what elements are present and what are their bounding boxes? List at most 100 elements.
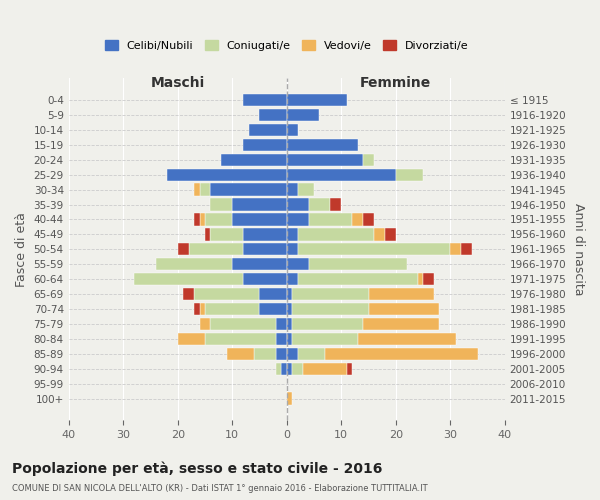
Y-axis label: Anni di nascita: Anni di nascita [572, 203, 585, 296]
Bar [385, 228, 396, 240]
Bar [205, 228, 211, 240]
Bar [298, 184, 314, 196]
Bar [200, 318, 211, 330]
Legend: Celibi/Nubili, Coniugati/e, Vedovi/e, Divorziati/e: Celibi/Nubili, Coniugati/e, Vedovi/e, Di… [100, 36, 473, 56]
Bar [298, 348, 325, 360]
Bar [243, 94, 287, 106]
Bar [281, 362, 287, 375]
Bar [287, 168, 396, 181]
Bar [221, 154, 287, 166]
Bar [287, 214, 308, 226]
Bar [287, 184, 298, 196]
Bar [254, 348, 276, 360]
Bar [243, 243, 287, 256]
Bar [368, 303, 439, 315]
Bar [308, 198, 331, 210]
Bar [194, 303, 200, 315]
Bar [276, 348, 287, 360]
Bar [194, 184, 200, 196]
Bar [292, 288, 368, 300]
Bar [308, 258, 407, 270]
Bar [287, 154, 363, 166]
Bar [287, 362, 292, 375]
Bar [167, 168, 287, 181]
Bar [227, 348, 254, 360]
Text: Popolazione per età, sesso e stato civile - 2016: Popolazione per età, sesso e stato civil… [12, 461, 382, 475]
Bar [194, 288, 259, 300]
Bar [259, 303, 287, 315]
Y-axis label: Fasce di età: Fasce di età [15, 212, 28, 286]
Bar [423, 273, 434, 285]
Bar [363, 318, 439, 330]
Bar [418, 273, 423, 285]
Bar [232, 214, 287, 226]
Bar [358, 333, 456, 345]
Bar [194, 214, 200, 226]
Bar [347, 362, 352, 375]
Bar [292, 303, 368, 315]
Bar [325, 348, 478, 360]
Bar [134, 273, 243, 285]
Bar [298, 273, 418, 285]
Bar [200, 184, 211, 196]
Bar [178, 333, 205, 345]
Bar [287, 288, 292, 300]
Bar [243, 138, 287, 151]
Bar [298, 243, 451, 256]
Bar [308, 214, 352, 226]
Bar [276, 362, 281, 375]
Bar [287, 348, 298, 360]
Bar [259, 109, 287, 121]
Bar [396, 168, 423, 181]
Bar [292, 362, 303, 375]
Bar [287, 318, 292, 330]
Bar [243, 228, 287, 240]
Bar [232, 258, 287, 270]
Bar [211, 228, 243, 240]
Bar [287, 258, 308, 270]
Bar [188, 243, 243, 256]
Bar [363, 154, 374, 166]
Bar [287, 228, 298, 240]
Bar [451, 243, 461, 256]
Bar [183, 288, 194, 300]
Bar [461, 243, 472, 256]
Bar [331, 198, 341, 210]
Bar [287, 392, 292, 404]
Bar [156, 258, 232, 270]
Bar [287, 109, 319, 121]
Bar [287, 303, 292, 315]
Bar [352, 214, 363, 226]
Bar [287, 94, 347, 106]
Bar [298, 228, 374, 240]
Text: Maschi: Maschi [151, 76, 205, 90]
Bar [259, 288, 287, 300]
Text: Femmine: Femmine [360, 76, 431, 90]
Bar [205, 303, 259, 315]
Bar [292, 333, 358, 345]
Bar [292, 318, 363, 330]
Bar [287, 138, 358, 151]
Bar [303, 362, 347, 375]
Bar [232, 198, 287, 210]
Bar [287, 124, 298, 136]
Bar [248, 124, 287, 136]
Bar [276, 318, 287, 330]
Bar [211, 184, 287, 196]
Bar [178, 243, 188, 256]
Bar [363, 214, 374, 226]
Bar [211, 198, 232, 210]
Bar [205, 333, 276, 345]
Bar [368, 288, 434, 300]
Bar [205, 214, 232, 226]
Bar [211, 318, 276, 330]
Bar [287, 333, 292, 345]
Bar [276, 333, 287, 345]
Bar [200, 303, 205, 315]
Bar [287, 198, 308, 210]
Bar [374, 228, 385, 240]
Bar [243, 273, 287, 285]
Bar [200, 214, 205, 226]
Bar [287, 273, 298, 285]
Text: COMUNE DI SAN NICOLA DELL'ALTO (KR) - Dati ISTAT 1° gennaio 2016 - Elaborazione : COMUNE DI SAN NICOLA DELL'ALTO (KR) - Da… [12, 484, 428, 493]
